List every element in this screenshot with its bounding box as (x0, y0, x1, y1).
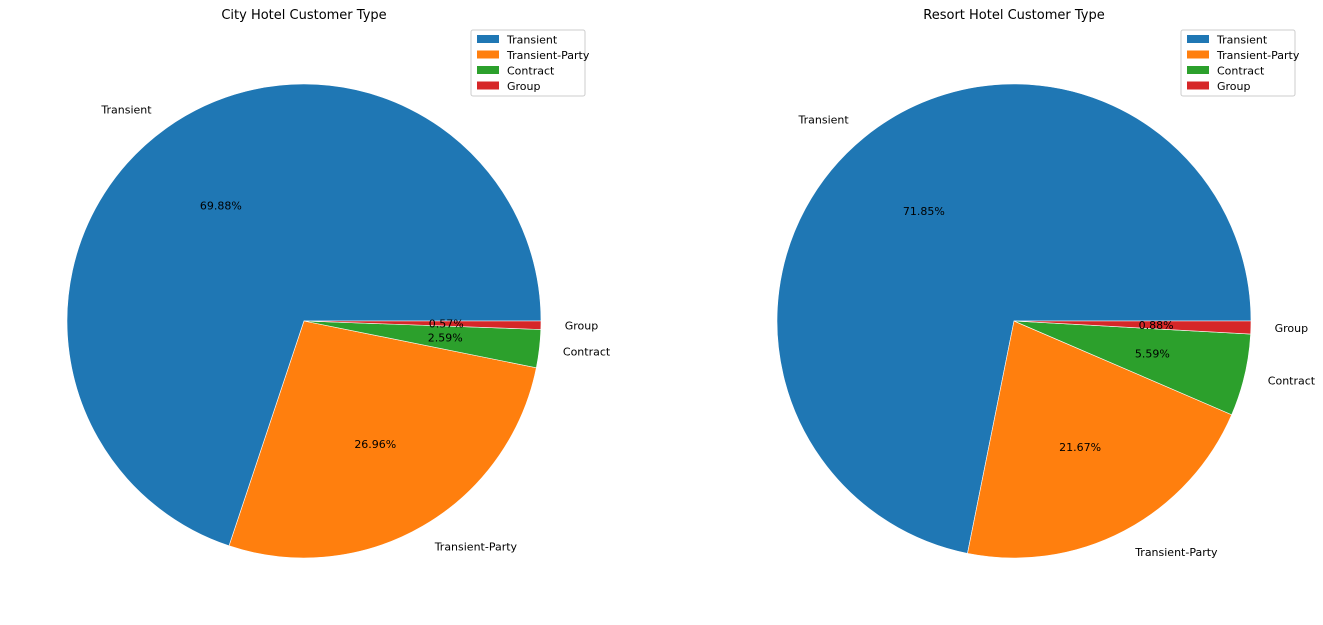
city-hotel-legend-entry-transient-party: Transient-Party (506, 49, 590, 62)
city-hotel-pct-transient-party: 26.96% (354, 438, 396, 451)
city-hotel-legend: Transient Transient-Party Contract Group (470, 29, 590, 97)
city-hotel-legend-swatch-group (477, 81, 499, 90)
city-hotel-pct-transient: 69.88% (200, 200, 242, 213)
city-hotel-legend-entry-contract: Contract (507, 65, 555, 78)
resort-hotel-slice-transient (776, 83, 1252, 554)
city-hotel-slice-transient-party (228, 320, 537, 559)
resort-hotel-label-contract: Contract (1268, 375, 1316, 388)
resort-hotel-legend-swatch-contract (1187, 66, 1209, 74)
resort-hotel-legend-entry-contract: Contract (1217, 65, 1265, 78)
resort-hotel-pie-chart: Resort Hotel Customer Type Transient 71.8… (776, 8, 1316, 559)
city-hotel-legend-frame (470, 29, 586, 97)
city-hotel-slice-transient (66, 83, 542, 547)
resort-hotel-pct-group: 0.88% (1139, 319, 1174, 332)
resort-hotel-slice-transient-party (967, 320, 1233, 559)
city-hotel-pct-group: 0.57% (429, 318, 464, 331)
city-hotel-legend-swatch-contract (477, 66, 499, 74)
city-hotel-legend-swatch-transient (477, 35, 499, 43)
resort-hotel-label-group: Group (1275, 322, 1309, 335)
resort-hotel-legend-entry-group: Group (1217, 80, 1251, 93)
city-hotel-pct-contract: 2.59% (428, 332, 463, 345)
city-hotel-legend-entry-transient: Transient (506, 34, 558, 47)
city-hotel-label-transient: Transient (100, 104, 152, 117)
resort-hotel-legend: Transient Transient-Party Contract Group (1180, 29, 1300, 97)
resort-hotel-legend-swatch-transient-party (1187, 50, 1209, 59)
resort-hotel-pct-transient-party: 21.67% (1059, 441, 1101, 454)
resort-hotel-slice-group (1013, 320, 1252, 335)
resort-hotel-legend-frame (1180, 29, 1296, 97)
city-hotel-slice-group (303, 320, 542, 330)
resort-hotel-label-transient-party: Transient-Party (1134, 546, 1218, 559)
city-hotel-legend-swatch-transient-party (477, 50, 499, 59)
resort-hotel-pct-contract: 5.59% (1135, 348, 1170, 361)
city-hotel-pie-chart: City Hotel Customer Type Transient 69.88%… (66, 8, 611, 559)
resort-hotel-label-transient: Transient (798, 113, 850, 126)
city-hotel-label-group: Group (565, 320, 599, 333)
resort-hotel-legend-entry-transient-party: Transient-Party (1216, 49, 1300, 62)
city-hotel-legend-entry-group: Group (507, 80, 541, 93)
city-hotel-label-transient-party: Transient-Party (434, 541, 518, 554)
resort-hotel-chart-title: Resort Hotel Customer Type (923, 8, 1104, 23)
resort-hotel-legend-swatch-transient (1187, 35, 1209, 43)
resort-hotel-legend-entry-transient: Transient (1216, 34, 1268, 47)
resort-hotel-pct-transient: 71.85% (903, 205, 945, 218)
resort-hotel-legend-swatch-group (1187, 81, 1209, 90)
city-hotel-label-contract: Contract (563, 346, 611, 359)
city-hotel-chart-title: City Hotel Customer Type (221, 8, 386, 23)
